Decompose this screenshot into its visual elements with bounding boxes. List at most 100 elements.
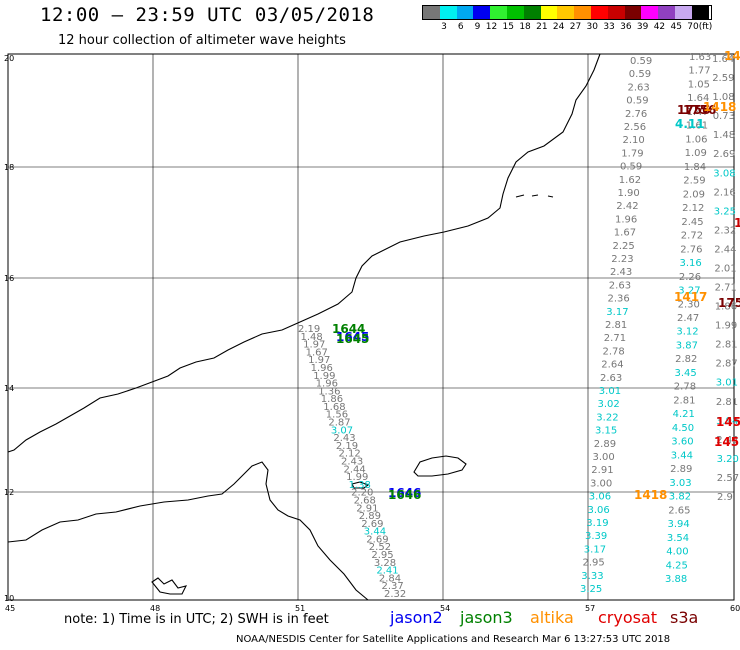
swh-value: 2.41 — [376, 566, 398, 577]
swh-value: 3.17 — [606, 307, 628, 318]
swh-value: 1.61 — [686, 121, 708, 132]
swh-value: 4.21 — [673, 409, 695, 420]
pass-time-label: 14 — [724, 49, 740, 63]
swh-value: 2.37 — [382, 581, 404, 592]
legend-tick-0: 3 — [441, 22, 447, 32]
pass-time-label: 145 — [716, 415, 740, 429]
swh-value: 2.63 — [600, 373, 622, 384]
legend-tick-3: 12 — [485, 22, 498, 32]
swh-value: 1.38 — [349, 480, 371, 491]
footer-credit: NOAA/NESDIS Center for Satellite Applica… — [236, 634, 671, 645]
swh-value: 0.59 — [620, 162, 642, 173]
lat-label: 14 — [4, 384, 14, 393]
lat-label: 10 — [4, 594, 14, 603]
swh-value: 3.88 — [665, 574, 687, 585]
color-scale-unit: (ft) — [698, 22, 713, 32]
swh-value: 3.12 — [676, 327, 698, 338]
color-scale-ticks: 3 6 9 12 15 18 21 24 27 30 33 36 39 42 45 70 (ft) — [422, 22, 712, 32]
legend-swatch-6 — [523, 6, 541, 19]
swh-value: 1.86 — [715, 302, 737, 313]
swh-value: 2.63 — [628, 82, 650, 93]
swh-value: 2.91 — [356, 503, 378, 514]
legend-swatch-14 — [658, 6, 675, 19]
legend-swatch-11 — [607, 6, 625, 19]
swh-value: 2.23 — [611, 254, 633, 265]
swh-value: 3.44 — [671, 450, 693, 461]
swh-value: 0.73 — [713, 111, 735, 122]
swh-value: 1.09 — [685, 148, 707, 159]
swh-value: 3.06 — [589, 492, 611, 503]
swh-value: 1.64 — [687, 93, 709, 104]
swh-value: 1.79 — [621, 148, 643, 159]
legend-swatch-5 — [506, 6, 524, 19]
swh-value: 2.64 — [601, 360, 623, 371]
pass-time-label: 175 — [718, 296, 740, 310]
track-east-c: 1.64 2.59 1.08 0.73 1.48 2.69 3.08 2.16 3.25 2.32… — [712, 54, 739, 503]
swh-value: 3.22 — [596, 412, 618, 423]
legend-swatch-2 — [456, 6, 474, 19]
swh-value: 2.63 — [609, 280, 631, 291]
swh-value: 2.95 — [371, 550, 393, 561]
pass-time-label: 1418 — [703, 100, 736, 114]
swh-value: 2.69 — [361, 519, 383, 530]
color-scale-legend: 3 6 9 12 15 18 21 24 27 30 33 36 39 42 45 70 (ft) — [422, 5, 713, 32]
legend-tick-6: 21 — [536, 22, 548, 32]
swh-value: 2.52 — [369, 542, 391, 553]
swh-value: 3.01 — [716, 378, 738, 389]
pass-time-label: 1417 — [674, 290, 707, 304]
swh-value: 1.97 — [303, 340, 325, 351]
swh-value: 3.15 — [595, 426, 617, 437]
swh-value: 2.59 — [683, 176, 705, 187]
swh-value: 3.08 — [713, 168, 735, 179]
island-socotra — [413, 455, 467, 477]
swh-value: 2.12 — [682, 203, 704, 214]
swh-value: 1.96 — [615, 214, 637, 225]
pass-time-label: 1646 — [388, 488, 421, 502]
track-east-b: 1.63 1.77 1.05 1.64 1.47 1.61 1.06 1.09 1.84 2.59… — [665, 52, 711, 585]
swh-value: 1.62 — [619, 175, 641, 186]
swh-value: 1.08 — [712, 92, 734, 103]
swh-value: 3.02 — [598, 399, 620, 410]
swh-value: 2.20 — [351, 488, 373, 499]
swh-value: 4.50 — [672, 423, 694, 434]
legend-swatch-13 — [641, 6, 659, 19]
coastline — [7, 53, 601, 601]
legend-swatch-8 — [557, 6, 575, 19]
swh-value: 0.59 — [626, 96, 648, 107]
legend-swatch-12 — [624, 6, 642, 19]
legend-tick-10: 33 — [603, 22, 615, 32]
swh-value: 2.12 — [339, 449, 361, 460]
swh-value: 2.09 — [683, 189, 705, 200]
legend-tick-1: 6 — [457, 22, 464, 32]
swh-value: 2.44 — [344, 464, 366, 475]
swh-value: 3.94 — [716, 416, 738, 427]
swh-value: 2.43 — [341, 457, 363, 468]
legend-swatch-16 — [691, 6, 709, 19]
swh-value: 3.03 — [669, 478, 691, 489]
swh-value: 2.82 — [675, 354, 697, 365]
swh-value: 1.64 — [712, 54, 734, 65]
swh-value: 2.47 — [677, 313, 699, 324]
swh-value: 2.71 — [604, 333, 626, 344]
legend-swatch-10 — [590, 6, 608, 19]
legend-swatch-0 — [423, 6, 440, 19]
swh-value: 2.68 — [354, 496, 376, 507]
swh-value: 1.99 — [313, 371, 335, 382]
legend-tick-15: 70 — [687, 22, 699, 32]
swh-value: 4.25 — [666, 560, 688, 571]
swh-value: 2.32 — [384, 589, 406, 600]
map-subtitle: 12 hour collection of altimeter wave hei… — [58, 33, 346, 48]
map-grid: 45 48 51 54 57 60 20 18 16 14 12 10 — [4, 54, 740, 613]
legend-tick-8: 27 — [569, 22, 582, 32]
satellite-legend-cryosat: cryosat — [598, 608, 658, 627]
swh-value: 1.47 — [687, 107, 709, 118]
swh-value: 3.39 — [585, 531, 607, 542]
lat-label: 12 — [4, 488, 14, 497]
swh-value: 2.81 — [715, 340, 737, 351]
legend-tick-7: 24 — [552, 22, 565, 32]
swh-value: 2.01 — [714, 264, 736, 275]
legend-tick-13: 42 — [653, 22, 666, 32]
pass-time-label: 1 — [734, 216, 740, 230]
swh-value: 2.89 — [670, 464, 692, 475]
